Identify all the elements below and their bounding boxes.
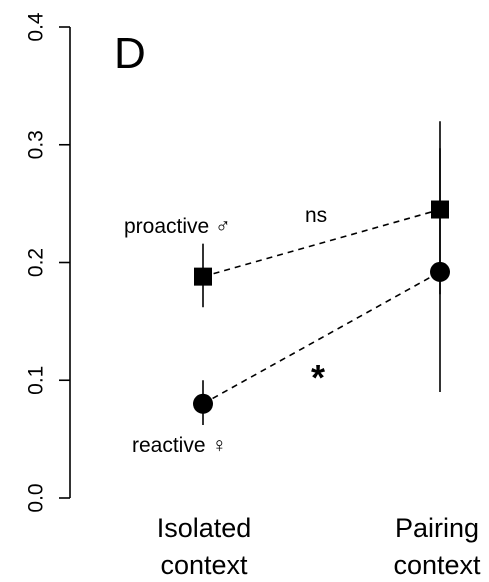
y-tick-label: 0.1 (25, 366, 48, 395)
y-tick-label: 0.0 (25, 483, 48, 512)
annotation-significant: * (311, 357, 325, 398)
annotation-ns: ns (305, 204, 327, 227)
series-line (202, 208, 441, 278)
y-tick-label: 0.4 (25, 12, 48, 42)
x-category-label: Pairing (395, 513, 479, 543)
series-label-reactive: reactive ♀ (132, 434, 227, 457)
x-category-label: Isolated (157, 513, 252, 543)
data-point-circle (193, 393, 213, 414)
y-tick-label: 0.2 (25, 248, 48, 277)
data-point-circle (430, 261, 450, 282)
series-label-proactive: proactive ♂ (124, 215, 231, 238)
x-category-label: context (393, 550, 481, 580)
data-point-square (194, 267, 212, 286)
series-line (202, 271, 441, 405)
x-category-label: context (160, 550, 248, 580)
y-tick-label: 0.3 (25, 130, 48, 159)
panel-label: D (114, 29, 146, 78)
